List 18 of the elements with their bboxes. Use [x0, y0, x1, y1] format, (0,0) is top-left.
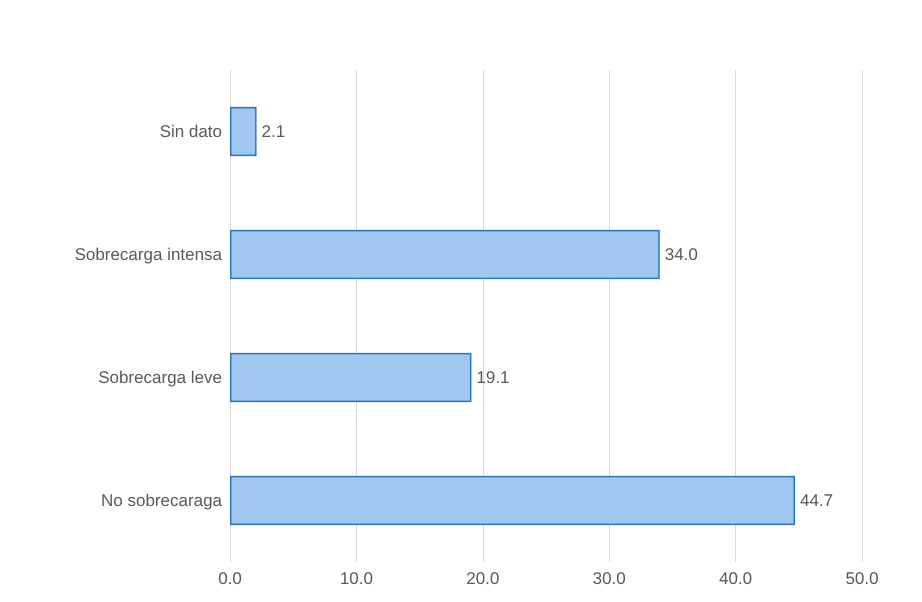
y-tick-label: Sin dato: [160, 122, 222, 141]
x-tick-label: 10.0: [340, 569, 373, 588]
bar: [230, 230, 660, 280]
data-label: 44.7: [800, 491, 834, 510]
data-label: 19.1: [476, 368, 510, 387]
y-tick-label: Sobrecarga leve: [98, 368, 222, 387]
data-label: 2.1: [262, 122, 286, 141]
x-tick-label: 30.0: [592, 569, 626, 588]
x-tick-label: 20.0: [466, 569, 500, 588]
bar: [230, 476, 796, 526]
x-tick-label: 0.0: [218, 569, 242, 588]
x-tick-label: 40.0: [719, 569, 752, 588]
x-tick-label: 50.0: [845, 569, 879, 588]
y-tick-label: No sobrecaraga: [101, 491, 223, 510]
bar: [230, 352, 472, 402]
y-tick-label: Sobrecarga intensa: [74, 245, 223, 264]
bar: [230, 106, 257, 156]
data-label: 34.0: [664, 245, 698, 264]
